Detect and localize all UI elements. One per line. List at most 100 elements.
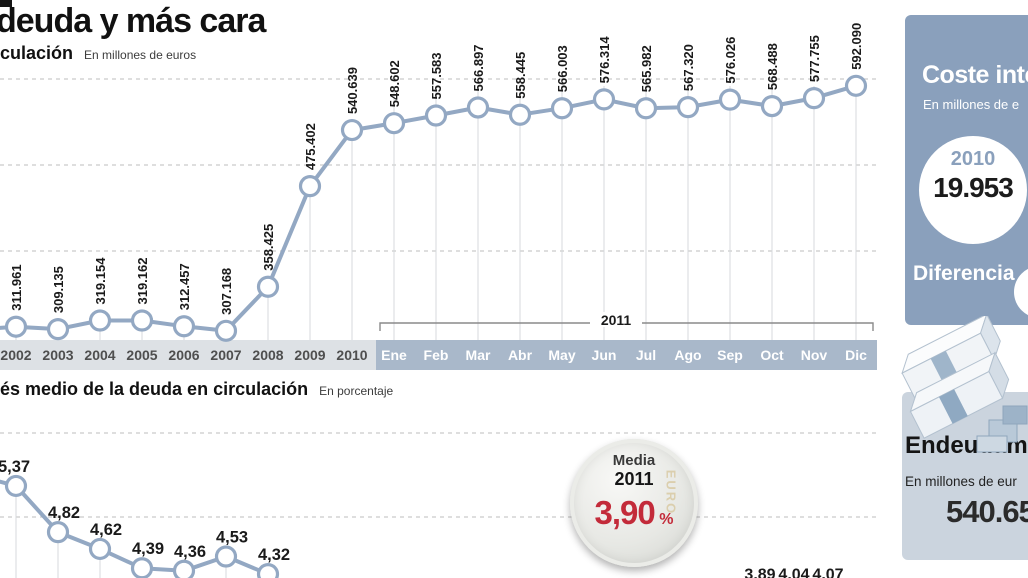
data-label: 311.961	[9, 264, 24, 310]
axis-label: 2005	[126, 347, 157, 363]
data-point	[172, 315, 196, 338]
data-point	[340, 118, 364, 142]
data-label: 5,37	[0, 458, 30, 476]
axis-label: 2010	[336, 347, 367, 363]
data-label: 4,39	[132, 540, 164, 558]
data-point	[214, 545, 238, 568]
circle-year: 2010	[950, 148, 996, 170]
year-value-circle: 2010 19.953	[919, 136, 1027, 244]
data-point	[4, 474, 28, 498]
interest-cost-title: Coste inte	[922, 61, 1028, 89]
axis-label: 2009	[294, 347, 325, 363]
badge-year-label: 2011	[614, 469, 654, 489]
data-label: 4,36	[174, 543, 206, 561]
data-point	[298, 175, 322, 198]
debt-line-series	[0, 83, 857, 333]
data-label: 4,32	[258, 546, 290, 564]
axis-label: Jul	[636, 347, 656, 363]
axis-label: Jun	[592, 347, 617, 363]
data-point	[592, 88, 616, 111]
data-label: 540.639	[345, 67, 360, 114]
axis-label: Ene	[381, 347, 407, 363]
data-point	[256, 275, 280, 298]
data-label: 319.154	[93, 257, 108, 305]
axis-label: 2002	[0, 347, 31, 363]
debt-value: 540.65	[946, 494, 1028, 529]
data-point	[718, 88, 742, 111]
euro-coin-text: EURO	[663, 469, 679, 516]
data-point	[256, 563, 280, 578]
month-axis-band	[376, 340, 877, 370]
data-point	[802, 87, 826, 110]
data-label: 358.425	[261, 224, 276, 271]
interest-cost-units: En millones de e	[923, 97, 1020, 112]
data-label: 576.026	[723, 37, 738, 84]
span-year-label: 2011	[601, 312, 632, 328]
top-chart-title: culación	[0, 43, 74, 63]
data-label: 475.402	[303, 123, 318, 170]
axis-label: 2006	[168, 347, 199, 363]
data-label: 576.314	[597, 36, 612, 84]
data-point	[424, 104, 448, 127]
axis-label: 2008	[252, 347, 283, 363]
data-point	[130, 309, 154, 332]
data-label: 558.445	[513, 52, 528, 99]
axis-label: Nov	[801, 347, 828, 363]
partial-data-label: 3,89	[744, 567, 775, 578]
data-label: 309.135	[51, 266, 66, 313]
data-point	[130, 557, 154, 578]
axis-label: 2004	[84, 347, 115, 363]
data-point	[634, 97, 658, 120]
euro-coin-badge: Media 2011 3,90 % EURO	[570, 439, 698, 567]
axis-label: Mar	[466, 347, 491, 363]
data-label: 565.982	[639, 45, 654, 92]
axis-label: Dic	[845, 347, 867, 363]
difference-label: Diferencia	[913, 262, 1015, 285]
data-label: 319.162	[135, 258, 150, 305]
axis-label: Sep	[717, 347, 743, 363]
data-point	[88, 537, 112, 561]
partial-data-label: 4,07	[812, 567, 843, 578]
data-point	[46, 521, 70, 544]
data-point	[4, 315, 28, 338]
data-label: 548.602	[387, 60, 402, 107]
cropped-text-fragment	[0, 0, 12, 7]
difference-circle	[1014, 266, 1028, 318]
debt-units: En millones de eur	[905, 474, 1017, 489]
badge-value: 3,90	[594, 494, 656, 531]
data-point	[508, 103, 532, 126]
partial-data-label: 4,04	[778, 567, 809, 578]
bottom-chart-header: és medio de la deuda en circulación En p…	[0, 379, 393, 400]
data-label: 4,62	[90, 521, 122, 539]
bottom-chart-title: és medio de la deuda en circulación	[0, 379, 309, 399]
interest-cost-box: Coste inte En millones de e 2010 19.953 …	[905, 15, 1028, 325]
data-label: 312.457	[177, 263, 192, 310]
axis-label: May	[548, 347, 575, 363]
circle-value: 19.953	[933, 172, 1014, 203]
data-label: 568.488	[765, 43, 780, 90]
data-point	[172, 559, 196, 578]
data-label: 307.168	[219, 268, 234, 315]
data-point	[382, 112, 406, 135]
data-point	[550, 97, 574, 120]
data-point	[46, 318, 70, 341]
data-label: 4,53	[216, 528, 248, 546]
banknote-stack-icon	[901, 316, 1028, 453]
data-label: 566.897	[471, 44, 486, 91]
bottom-chart-units: En porcentaje	[319, 384, 394, 398]
data-label: 557.583	[429, 52, 444, 99]
data-label: 4,82	[48, 504, 80, 522]
top-chart-header: culación En millones de euros	[0, 43, 196, 64]
data-point	[844, 74, 868, 97]
badge-unit: %	[659, 511, 674, 528]
data-point	[88, 309, 112, 332]
data-label: 577.755	[807, 35, 822, 82]
data-label: 592.090	[849, 23, 864, 70]
axis-label: Abr	[508, 347, 533, 363]
axis-label: 2007	[210, 347, 241, 363]
axis-label: Ago	[674, 347, 701, 363]
data-point	[214, 319, 238, 342]
top-chart-units: En millones de euros	[84, 48, 197, 62]
